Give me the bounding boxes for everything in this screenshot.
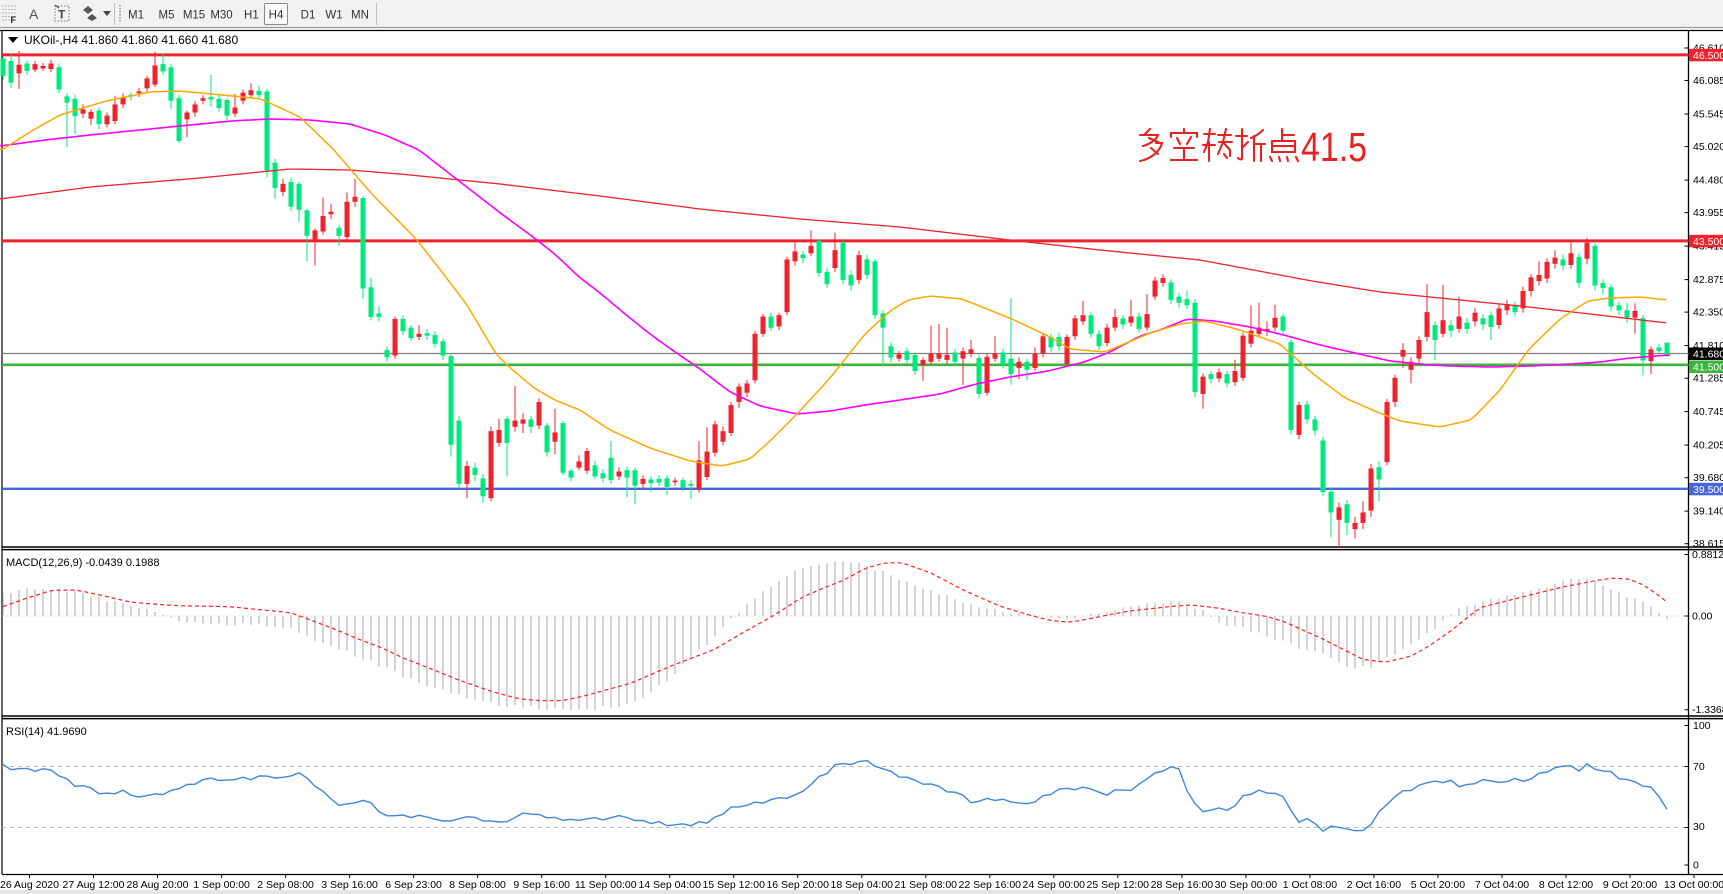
- svg-text:21 Sep 08:00: 21 Sep 08:00: [895, 879, 958, 891]
- svg-text:38.615: 38.615: [1693, 538, 1723, 550]
- svg-text:RSI(14) 41.9690: RSI(14) 41.9690: [6, 726, 87, 738]
- svg-text:44.480: 44.480: [1693, 175, 1723, 187]
- svg-text:D1: D1: [301, 10, 316, 22]
- svg-text:8 Sep 08:00: 8 Sep 08:00: [449, 879, 506, 891]
- svg-text:M1: M1: [128, 10, 144, 22]
- svg-text:H4: H4: [269, 10, 284, 22]
- svg-text:41.680: 41.680: [1693, 349, 1723, 361]
- svg-text:2 Sep 08:00: 2 Sep 08:00: [257, 879, 314, 891]
- svg-text:27 Aug 12:00: 27 Aug 12:00: [63, 879, 125, 891]
- svg-text:A: A: [29, 6, 39, 22]
- svg-text:28 Aug 20:00: 28 Aug 20:00: [127, 879, 189, 891]
- svg-text:18 Sep 04:00: 18 Sep 04:00: [831, 879, 894, 891]
- svg-text:16 Sep 20:00: 16 Sep 20:00: [766, 879, 829, 891]
- svg-text:6 Sep 23:00: 6 Sep 23:00: [385, 879, 442, 891]
- svg-text:15 Sep 12:00: 15 Sep 12:00: [702, 879, 765, 891]
- svg-text:9 Oct 20:00: 9 Oct 20:00: [1603, 879, 1657, 891]
- svg-text:8 Oct 12:00: 8 Oct 12:00: [1539, 879, 1593, 891]
- svg-text:25 Sep 12:00: 25 Sep 12:00: [1087, 879, 1150, 891]
- svg-text:13 Oct 00:00: 13 Oct 00:00: [1664, 879, 1723, 891]
- svg-text:5 Oct 20:00: 5 Oct 20:00: [1411, 879, 1465, 891]
- svg-text:28 Sep 16:00: 28 Sep 16:00: [1151, 879, 1214, 891]
- svg-text:0.8812: 0.8812: [1692, 549, 1723, 561]
- svg-text:M15: M15: [183, 10, 205, 22]
- svg-text:14 Sep 04:00: 14 Sep 04:00: [638, 879, 701, 891]
- svg-text:41.500: 41.500: [1693, 362, 1723, 374]
- svg-text:45.545: 45.545: [1693, 109, 1723, 121]
- svg-text:42.350: 42.350: [1693, 307, 1723, 319]
- svg-text:46.085: 46.085: [1693, 75, 1723, 87]
- svg-text:42.875: 42.875: [1693, 274, 1723, 286]
- svg-text:0: 0: [1693, 860, 1699, 872]
- svg-text:39.140: 39.140: [1693, 506, 1723, 518]
- svg-text:43.500: 43.500: [1693, 236, 1723, 248]
- svg-text:24 Sep 00:00: 24 Sep 00:00: [1023, 879, 1086, 891]
- svg-text:7 Oct 04:00: 7 Oct 04:00: [1475, 879, 1529, 891]
- svg-text:MACD(12,26,9) -0.0439 0.1988: MACD(12,26,9) -0.0439 0.1988: [6, 557, 159, 569]
- svg-text:-1.3368: -1.3368: [1692, 704, 1723, 716]
- svg-text:T: T: [58, 8, 66, 22]
- svg-text:MN: MN: [351, 10, 369, 22]
- svg-text:39.680: 39.680: [1693, 472, 1723, 484]
- svg-text:11 Sep 00:00: 11 Sep 00:00: [575, 879, 637, 891]
- svg-text:43.955: 43.955: [1693, 207, 1723, 219]
- svg-text:40.205: 40.205: [1693, 440, 1723, 452]
- svg-text:W1: W1: [325, 10, 342, 22]
- svg-text:M5: M5: [159, 10, 175, 22]
- svg-text:1 Sep 00:00: 1 Sep 00:00: [193, 879, 250, 891]
- svg-text:45.020: 45.020: [1693, 141, 1723, 153]
- svg-text:26 Aug 2020: 26 Aug 2020: [0, 879, 59, 891]
- svg-text:UKOil-,H4 41.860 41.860 41.66: UKOil-,H4 41.860 41.860 41.660 41.680: [24, 33, 238, 47]
- svg-text:2 Oct 16:00: 2 Oct 16:00: [1347, 879, 1401, 891]
- svg-text:100: 100: [1693, 720, 1711, 732]
- svg-text:30: 30: [1693, 821, 1705, 833]
- svg-text:F: F: [11, 15, 17, 25]
- svg-text:41.285: 41.285: [1693, 373, 1723, 385]
- svg-text:46.500: 46.500: [1693, 50, 1723, 62]
- svg-text:22 Sep 16:00: 22 Sep 16:00: [959, 879, 1022, 891]
- svg-text:30 Sep 00:00: 30 Sep 00:00: [1215, 879, 1278, 891]
- svg-text:70: 70: [1693, 761, 1705, 773]
- svg-text:1 Oct 08:00: 1 Oct 08:00: [1283, 879, 1337, 891]
- svg-text:39.500: 39.500: [1693, 484, 1723, 496]
- svg-text:H1: H1: [244, 10, 259, 22]
- svg-text:M30: M30: [210, 10, 232, 22]
- svg-text:41.5: 41.5: [1301, 124, 1367, 170]
- svg-text:9 Sep 16:00: 9 Sep 16:00: [513, 879, 570, 891]
- svg-text:40.745: 40.745: [1693, 406, 1723, 418]
- svg-text:3 Sep 16:00: 3 Sep 16:00: [321, 879, 378, 891]
- svg-text:0.00: 0.00: [1692, 611, 1713, 623]
